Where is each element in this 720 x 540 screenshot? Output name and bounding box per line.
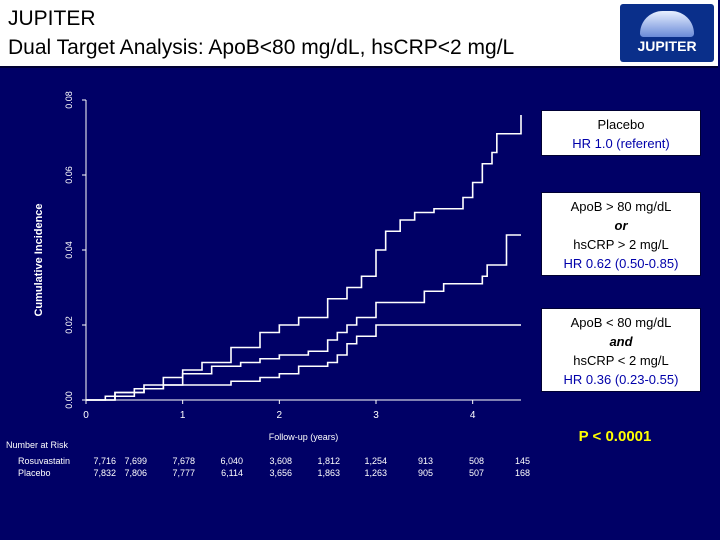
number-at-risk-cell: 507 bbox=[468, 468, 484, 478]
number-at-risk-cell: 7,716 bbox=[93, 456, 116, 466]
number-at-risk-cell: 7,678 bbox=[172, 456, 195, 466]
number-at-risk-cell: 3,608 bbox=[269, 456, 292, 466]
slide-subtitle: Dual Target Analysis: ApoB<80 mg/dL, hsC… bbox=[8, 36, 515, 59]
curve-series-2 bbox=[86, 234, 521, 401]
x-tick-label: 4 bbox=[470, 410, 476, 421]
number-at-risk-row-label: Placebo bbox=[18, 468, 51, 478]
number-at-risk-cell: 1,254 bbox=[364, 456, 387, 466]
y-tick-label: 0.06 bbox=[64, 166, 74, 184]
x-tick-label: 3 bbox=[373, 410, 379, 421]
y-axis-label: Cumulative Incidence bbox=[33, 203, 45, 316]
curve-series-1 bbox=[86, 115, 522, 401]
chart-axes: 0.00 0.02 0.04 0.06 0.08 0 1 2 3 4 Cumulative Inci… bbox=[33, 91, 521, 442]
number-at-risk-title: Number at Risk bbox=[6, 440, 69, 450]
legend-high: ApoB > 80 mg/dL or hsCRP > 2 mg/L HR 0.6… bbox=[541, 192, 701, 276]
legend-high-line1: ApoB > 80 mg/dL bbox=[570, 199, 672, 214]
legend-high-line2: hsCRP > 2 mg/L bbox=[573, 237, 669, 252]
legend-low-line2: hsCRP < 2 mg/L bbox=[573, 353, 669, 368]
number-at-risk-cell: 508 bbox=[468, 456, 484, 466]
number-at-risk-cell: 1,863 bbox=[317, 468, 340, 478]
logo-text: JUPITER bbox=[637, 38, 697, 54]
legend-low-conj: and bbox=[609, 334, 633, 349]
legend-placebo-label: Placebo bbox=[597, 117, 645, 132]
number-at-risk-cell: 7,699 bbox=[124, 456, 147, 466]
legend-placebo: Placebo HR 1.0 (referent) bbox=[541, 110, 701, 156]
x-axis-label: Follow-up (years) bbox=[269, 432, 339, 442]
number-at-risk-cell: 7,806 bbox=[124, 468, 147, 478]
legend-low-hr: HR 0.36 (0.23-0.55) bbox=[563, 372, 679, 387]
legend-placebo-hr: HR 1.0 (referent) bbox=[572, 136, 670, 151]
number-at-risk-cell: 168 bbox=[514, 468, 530, 478]
number-at-risk-cell: 6,114 bbox=[221, 468, 243, 478]
legend-high-conj: or bbox=[614, 218, 628, 233]
number-at-risk-cell: 1,812 bbox=[317, 456, 340, 466]
legend-high-hr: HR 0.62 (0.50-0.85) bbox=[563, 256, 679, 271]
y-tick-label: 0.00 bbox=[64, 391, 74, 409]
number-at-risk-cell: 7,832 bbox=[93, 468, 116, 478]
number-at-risk-cell: 913 bbox=[417, 456, 433, 466]
number-at-risk-cell: 7,777 bbox=[172, 468, 195, 478]
number-at-risk-row-label: Rosuvastatin bbox=[18, 456, 71, 466]
x-tick-label: 2 bbox=[277, 410, 283, 421]
jupiter-logo: JUPITER bbox=[620, 4, 714, 62]
x-tick-label: 0 bbox=[83, 410, 89, 421]
slide-header: JUPITER Dual Target Analysis: ApoB<80 mg… bbox=[0, 0, 718, 68]
y-tick-label: 0.02 bbox=[64, 316, 74, 334]
p-value: P < 0.0001 bbox=[578, 428, 652, 445]
number-at-risk-cell: 1,263 bbox=[364, 468, 387, 478]
slide-title: JUPITER bbox=[8, 7, 96, 30]
x-tick-label: 1 bbox=[180, 410, 186, 421]
curve-series-3 bbox=[86, 324, 521, 401]
number-at-risk-cell: 905 bbox=[417, 468, 433, 478]
legend-low: ApoB < 80 mg/dL and hsCRP < 2 mg/L HR 0.… bbox=[541, 308, 701, 392]
number-at-risk-cell: 3,656 bbox=[269, 468, 292, 478]
number-at-risk-cell: 6,040 bbox=[220, 456, 243, 466]
cumulative-incidence-chart: 0.00 0.02 0.04 0.06 0.08 0 1 2 3 4 Cumulative Inci… bbox=[33, 91, 522, 442]
y-tick-label: 0.04 bbox=[64, 241, 74, 259]
logo-dome-icon bbox=[640, 11, 694, 37]
chart-curves bbox=[86, 115, 522, 401]
legend-low-line1: ApoB < 80 mg/dL bbox=[570, 315, 672, 330]
number-at-risk-cell: 145 bbox=[514, 456, 530, 466]
y-tick-label: 0.08 bbox=[64, 91, 74, 109]
